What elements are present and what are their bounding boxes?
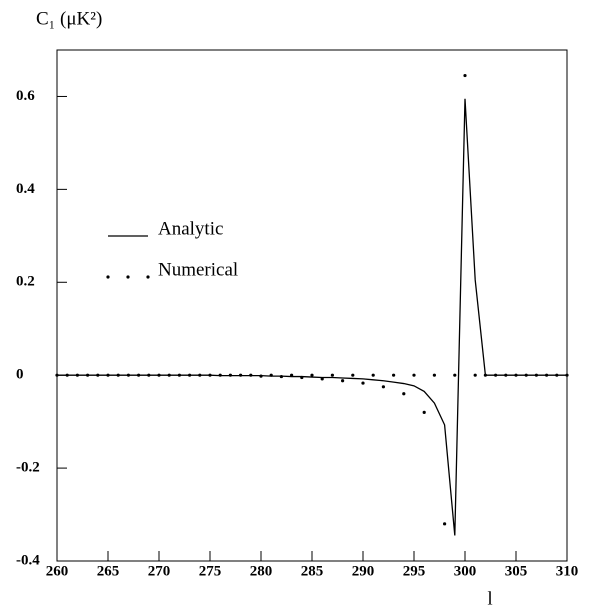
legend-label: Numerical — [158, 259, 238, 280]
y-tick-label: 0.2 — [16, 274, 35, 290]
x-tick-label: 300 — [454, 563, 477, 579]
data-point — [269, 373, 273, 377]
data-point — [259, 374, 263, 378]
y-axis-label: C₁ (μK²) — [36, 8, 102, 29]
data-point — [320, 377, 324, 381]
data-point — [524, 373, 528, 377]
data-point — [534, 373, 539, 377]
data-point — [96, 373, 100, 377]
x-tick-label: 295 — [403, 563, 426, 579]
data-point — [290, 373, 294, 377]
x-tick-label: 285 — [301, 563, 324, 579]
data-point — [381, 385, 385, 389]
data-point — [249, 373, 253, 377]
data-point — [116, 373, 120, 377]
data-point — [279, 374, 283, 379]
x-tick-label: 265 — [97, 563, 120, 579]
data-point — [157, 373, 161, 377]
data-point — [65, 373, 69, 377]
data-point — [361, 381, 365, 385]
data-point — [300, 375, 304, 380]
data-point — [330, 373, 334, 377]
data-point — [75, 373, 79, 377]
plot-frame — [56, 49, 568, 562]
data-point — [341, 379, 345, 383]
data-point — [463, 73, 467, 78]
legend-dot — [126, 275, 130, 279]
data-point — [239, 373, 243, 377]
data-point — [198, 373, 202, 377]
legend-dot — [146, 275, 150, 279]
data-point — [453, 373, 457, 377]
data-point — [494, 373, 498, 377]
data-point — [555, 373, 559, 377]
x-tick-label: 280 — [250, 563, 273, 579]
data-point — [188, 373, 192, 377]
x-tick-label: 305 — [505, 563, 528, 579]
data-point — [514, 373, 518, 377]
data-point — [106, 373, 110, 377]
data-point — [483, 373, 487, 377]
x-tick-label: 290 — [352, 563, 375, 579]
y-tick-label: -0.4 — [16, 552, 40, 568]
data-point — [86, 373, 90, 377]
data-point — [412, 373, 416, 377]
data-point — [422, 410, 426, 414]
data-point — [351, 373, 355, 377]
data-point — [208, 373, 212, 377]
data-point — [310, 373, 314, 377]
data-point — [402, 392, 406, 396]
y-tick-label: 0.4 — [16, 181, 35, 197]
legend-dot — [106, 275, 110, 279]
x-tick-label: 260 — [46, 563, 69, 579]
y-tick-label: -0.2 — [16, 460, 40, 476]
line-series — [57, 98, 567, 536]
x-tick-label: 310 — [556, 563, 579, 579]
data-point — [55, 373, 59, 377]
data-point — [228, 373, 232, 377]
data-point — [392, 373, 396, 377]
data-point — [177, 373, 181, 377]
data-point — [565, 373, 569, 377]
data-point — [443, 522, 447, 526]
data-point — [432, 373, 436, 377]
data-point — [545, 373, 549, 377]
data-point — [126, 373, 130, 377]
x-tick-label: 275 — [199, 563, 222, 579]
data-point — [371, 373, 375, 377]
legend-label: Analytic — [158, 218, 223, 239]
y-tick-label: 0 — [16, 367, 24, 383]
y-tick-label: 0.6 — [16, 88, 35, 104]
data-point — [137, 373, 141, 377]
data-point — [504, 373, 508, 377]
data-point — [473, 373, 477, 377]
data-point — [167, 373, 171, 377]
x-tick-label: 270 — [148, 563, 171, 579]
data-point — [218, 373, 222, 377]
data-point — [147, 373, 151, 377]
x-axis-label: l — [487, 588, 492, 609]
